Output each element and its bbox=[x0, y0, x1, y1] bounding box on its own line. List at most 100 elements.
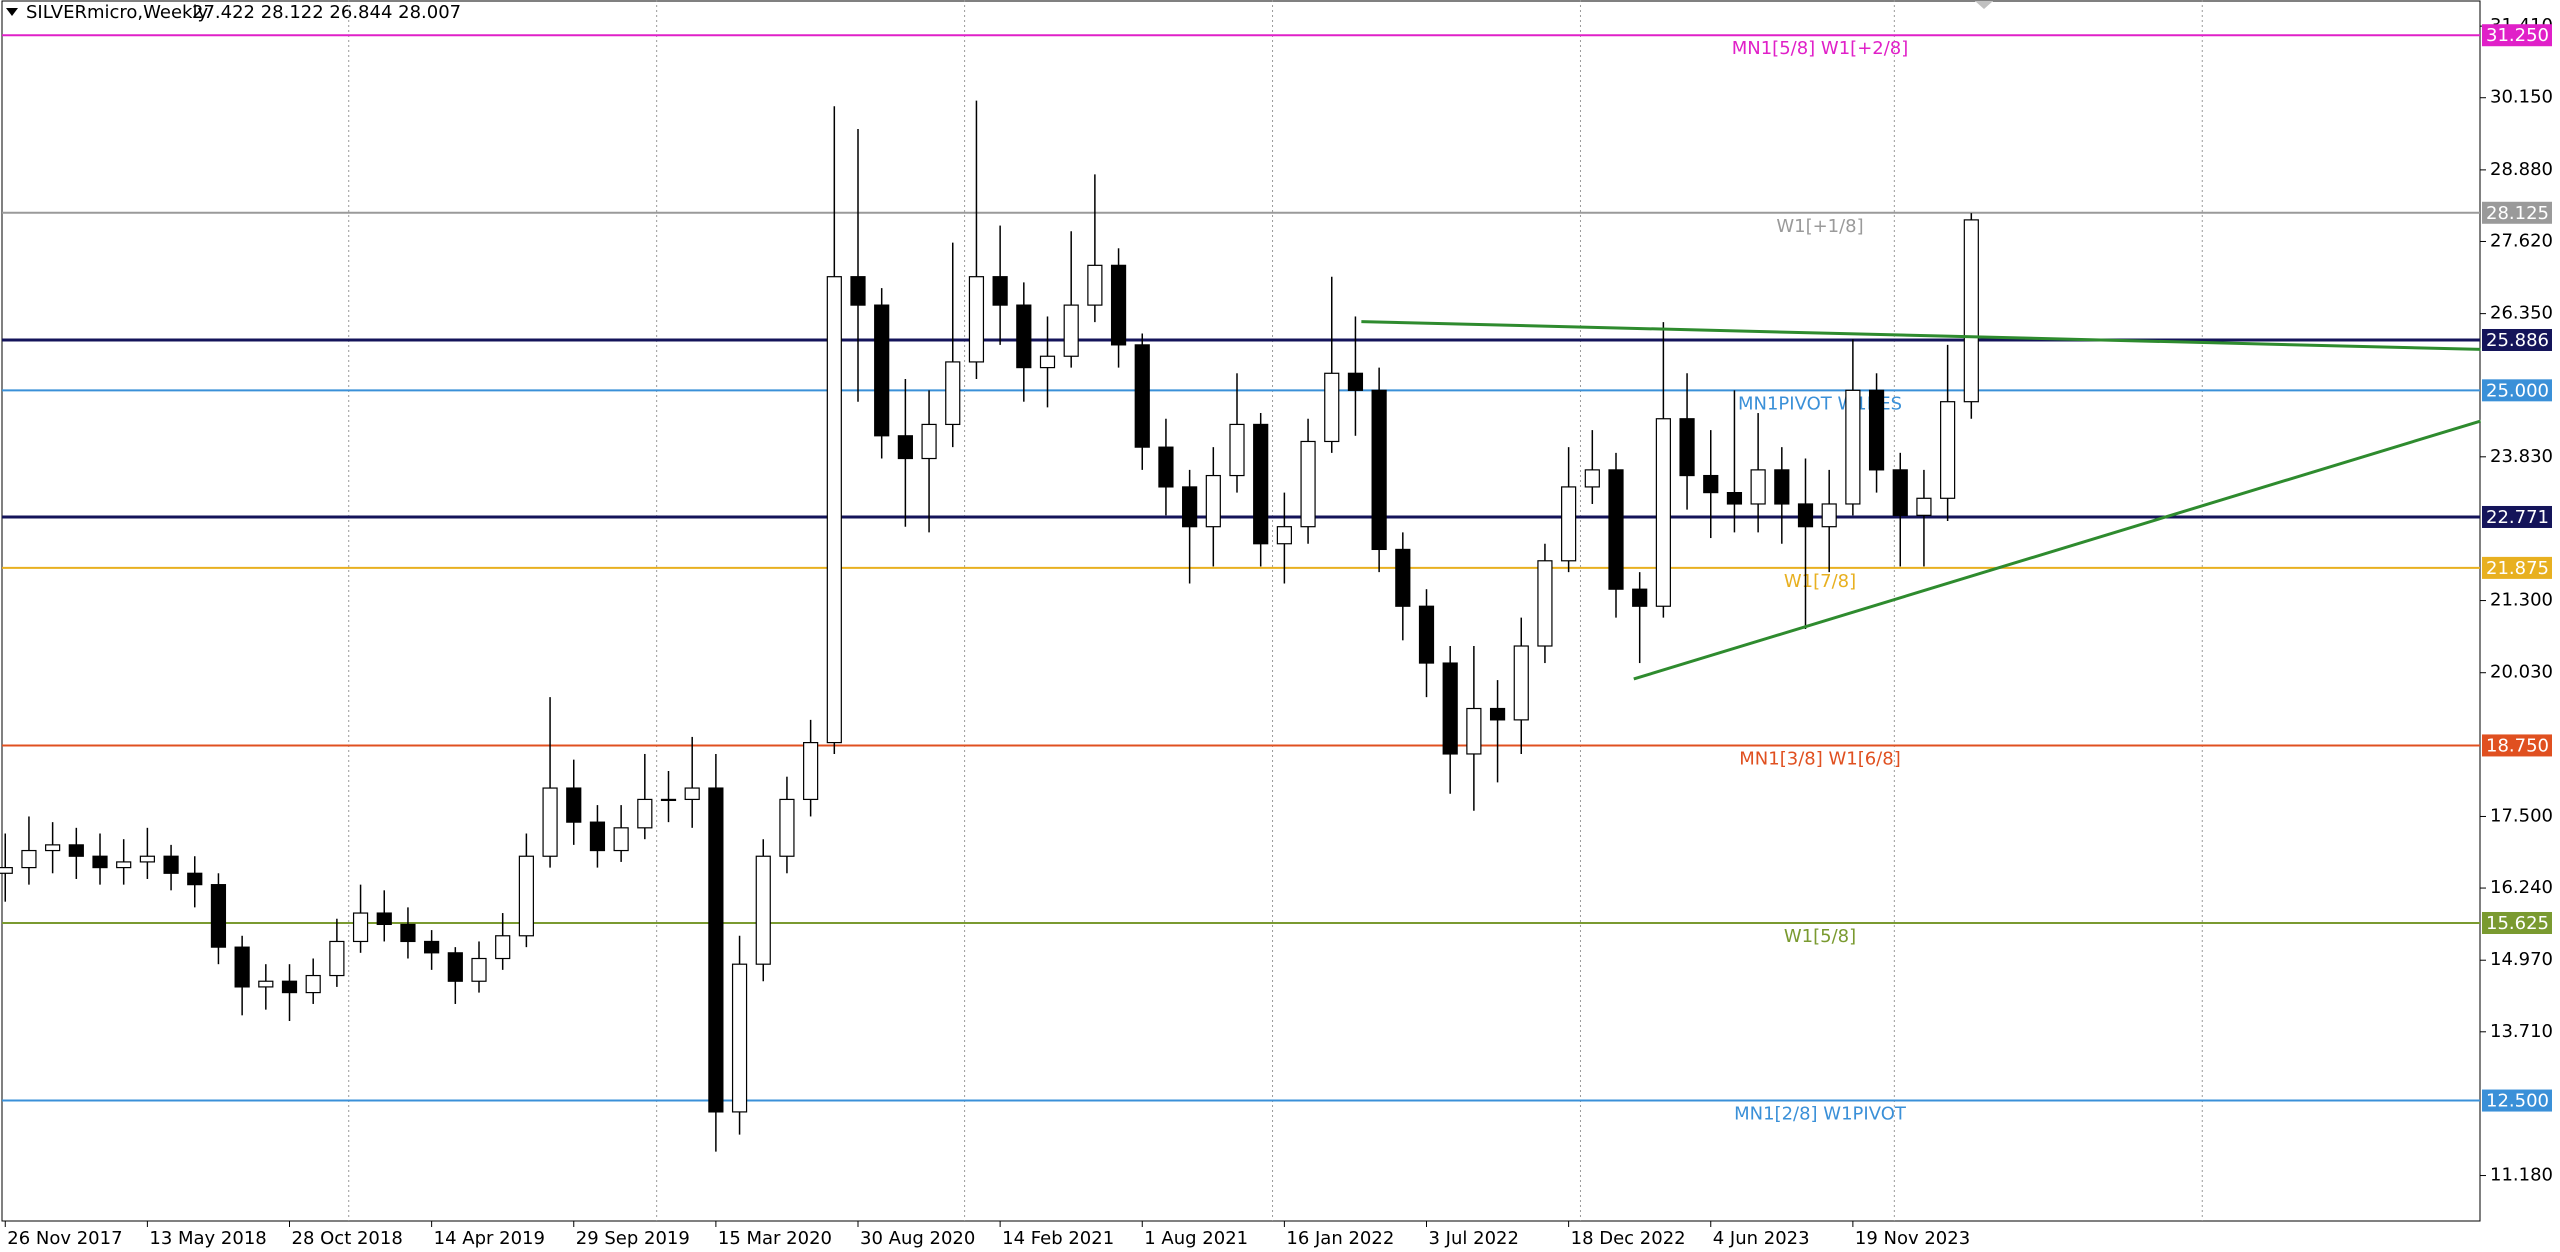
candle-body bbox=[116, 861, 132, 869]
candle-body bbox=[210, 884, 227, 948]
candle-body bbox=[352, 912, 369, 943]
y-tick-label: 26.350 bbox=[2490, 303, 2553, 324]
y-tick-label: 27.620 bbox=[2490, 230, 2553, 251]
candle-body bbox=[589, 821, 606, 852]
candle-body bbox=[897, 435, 913, 460]
candle-body bbox=[803, 741, 819, 801]
candle-body bbox=[1205, 474, 1221, 528]
x-tick-label: 19 Nov 2023 bbox=[1855, 1228, 1970, 1249]
candle-body bbox=[68, 844, 84, 857]
price-tag bbox=[2482, 379, 2552, 402]
price-tag-label: 31.250 bbox=[2486, 25, 2549, 46]
candle-body bbox=[21, 849, 37, 869]
y-tick-label: 30.150 bbox=[2490, 87, 2553, 108]
price-tag-label: 12.500 bbox=[2486, 1091, 2549, 1112]
level-label: MN1[5/8] W1[+2/8] bbox=[1732, 38, 1909, 59]
candle-body bbox=[1466, 707, 1482, 755]
candle-body bbox=[471, 957, 487, 982]
candle-body bbox=[1703, 474, 1719, 494]
candle-body bbox=[1750, 469, 1766, 505]
y-tick-label: 28.880 bbox=[2490, 159, 2553, 180]
x-tick-label: 14 Apr 2019 bbox=[434, 1228, 545, 1249]
candle-body bbox=[1561, 486, 1577, 562]
y-tick-label: 11.180 bbox=[2490, 1165, 2553, 1186]
candle-body bbox=[1726, 492, 1743, 505]
x-tick-label: 15 Mar 2020 bbox=[718, 1228, 832, 1249]
candle-body bbox=[163, 855, 179, 874]
trendline bbox=[1361, 320, 2481, 351]
x-tick-label: 26 Nov 2017 bbox=[7, 1228, 122, 1249]
candle-body bbox=[1537, 560, 1553, 647]
y-tick-label: 20.030 bbox=[2490, 662, 2553, 683]
price-tag bbox=[2482, 201, 2552, 224]
candle-body bbox=[1821, 503, 1837, 528]
candle-body bbox=[92, 855, 108, 869]
candle-body bbox=[329, 940, 345, 977]
plot-frame bbox=[1, 0, 2481, 1222]
candle-body bbox=[1087, 264, 1103, 306]
candle-body bbox=[1229, 423, 1245, 477]
candle-body bbox=[1253, 423, 1269, 545]
candle-body bbox=[1063, 304, 1079, 357]
candle-body bbox=[731, 963, 748, 1113]
price-tag-label: 22.771 bbox=[2486, 507, 2549, 528]
candle-body bbox=[874, 304, 890, 437]
price-tag-label: 18.750 bbox=[2486, 735, 2549, 756]
price-tag bbox=[2482, 734, 2552, 757]
x-tick-label: 16 Jan 2022 bbox=[1286, 1228, 1394, 1249]
x-tick-label: 1 Aug 2021 bbox=[1144, 1228, 1248, 1249]
candle-body bbox=[1916, 497, 1932, 516]
price-tag bbox=[2482, 911, 2552, 934]
price-tag bbox=[2482, 505, 2552, 528]
x-tick-label: 30 Aug 2020 bbox=[860, 1228, 975, 1249]
y-tick-label: 16.240 bbox=[2490, 877, 2553, 898]
menu-triangle bbox=[6, 8, 18, 16]
trendline bbox=[1633, 419, 2482, 681]
candle-body bbox=[1892, 469, 1908, 516]
candle-body bbox=[613, 827, 629, 852]
candle-body bbox=[1347, 372, 1364, 391]
candle-body bbox=[0, 866, 13, 874]
candle-body bbox=[945, 361, 961, 426]
candle-body bbox=[1134, 344, 1150, 448]
candle-body bbox=[755, 855, 771, 965]
candle-body bbox=[968, 276, 985, 363]
candle-body bbox=[1868, 389, 1885, 471]
candle-body bbox=[1797, 503, 1814, 528]
price-tag bbox=[2482, 24, 2552, 47]
price-tag-label: 15.625 bbox=[2486, 913, 2549, 934]
candle-body bbox=[1489, 707, 1506, 721]
candle-body bbox=[187, 872, 203, 886]
y-tick-label: 21.300 bbox=[2490, 590, 2553, 611]
candle-body bbox=[305, 974, 321, 994]
price-tag bbox=[2482, 1089, 2552, 1112]
y-tick-label: 17.500 bbox=[2490, 805, 2553, 826]
level-label: MN1[3/8] W1[6/8] bbox=[1739, 748, 1900, 769]
candle-body bbox=[542, 787, 558, 857]
candle-body bbox=[1774, 469, 1790, 505]
price-tag-label: 21.875 bbox=[2486, 558, 2549, 579]
price-tag-label: 25.000 bbox=[2486, 380, 2549, 401]
candle-body bbox=[1940, 401, 1956, 499]
candle-body bbox=[850, 276, 866, 306]
candle-body bbox=[1182, 486, 1198, 528]
candle-body bbox=[684, 787, 700, 801]
ohlc-header: 27.422 28.122 26.844 28.007 bbox=[192, 2, 461, 23]
candle-body bbox=[1655, 418, 1671, 607]
x-tick-label: 13 May 2018 bbox=[149, 1228, 266, 1249]
y-tick-label: 13.710 bbox=[2490, 1021, 2553, 1042]
price-tag bbox=[2482, 556, 2552, 579]
chart-title: SILVERmicro,Weekly bbox=[26, 2, 208, 23]
candle-body bbox=[921, 423, 937, 460]
level-label: MN1[2/8] W1PIVOT bbox=[1734, 1104, 1907, 1125]
x-tick-label: 28 Oct 2018 bbox=[292, 1228, 403, 1249]
level-label: W1[5/8] bbox=[1784, 926, 1856, 947]
candle-body bbox=[1418, 605, 1435, 664]
candle-body bbox=[281, 980, 298, 994]
candle-body bbox=[1110, 264, 1127, 346]
candle-body bbox=[234, 946, 250, 988]
candle-body bbox=[1371, 389, 1387, 551]
candle-body bbox=[1679, 418, 1695, 477]
